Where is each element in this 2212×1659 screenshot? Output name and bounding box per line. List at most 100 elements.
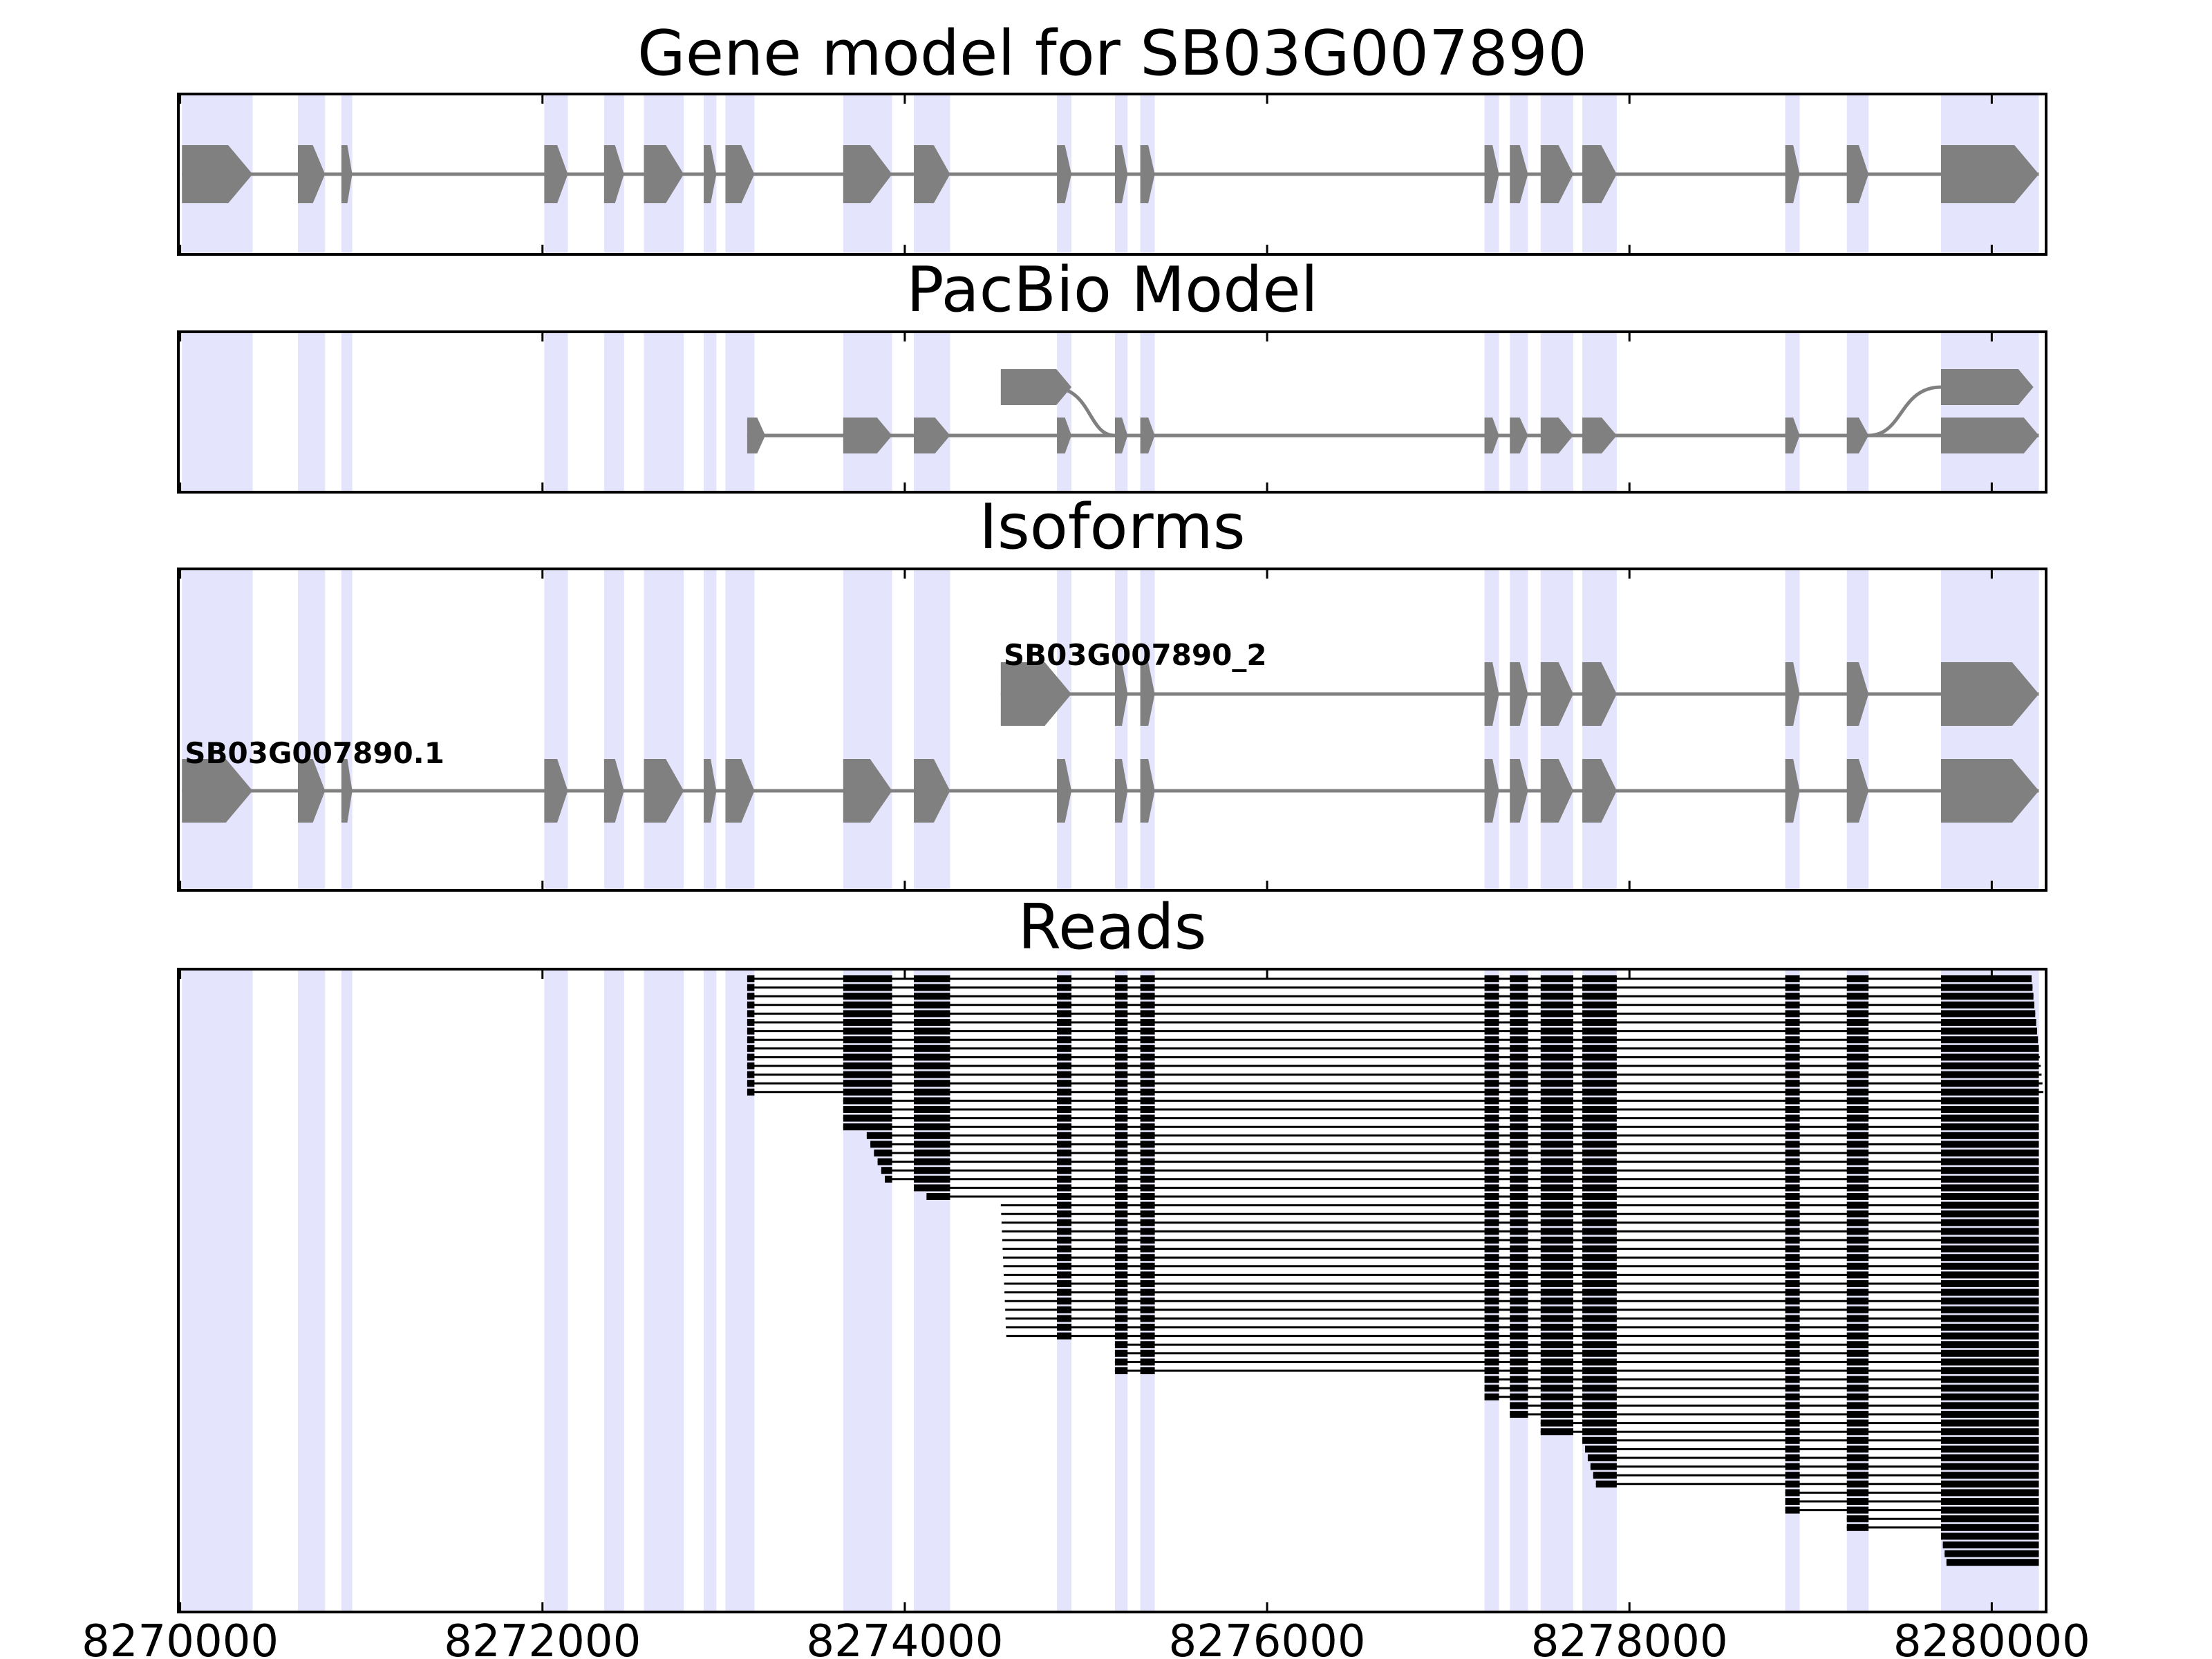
read-block	[1540, 1219, 1573, 1226]
read-block	[1785, 1376, 1800, 1383]
read-block	[1510, 1001, 1528, 1009]
model-1-exon-3	[341, 145, 353, 203]
read-block	[1057, 1132, 1072, 1139]
highlight-band-12	[1114, 332, 1128, 492]
read-block	[1510, 1402, 1528, 1409]
read-block	[1057, 1210, 1072, 1218]
read-block	[1846, 1114, 1869, 1122]
read-block	[1846, 1315, 1869, 1322]
read-block	[1846, 1027, 1869, 1035]
read-block	[1540, 1062, 1573, 1069]
highlight-band-2	[297, 969, 326, 1612]
read-block	[1540, 1080, 1573, 1087]
highlight-band-19	[1846, 569, 1869, 890]
panel-frame	[177, 93, 2047, 256]
read-block	[1785, 1341, 1800, 1349]
read-block	[1540, 1019, 1573, 1026]
read-block	[1785, 1480, 1800, 1488]
read	[1006, 1324, 2039, 1331]
highlight-band-17	[1582, 569, 1617, 890]
read-block	[1846, 1428, 1869, 1436]
highlight-band-13	[1140, 569, 1155, 890]
read-block	[1540, 1254, 1573, 1262]
read-block	[1140, 1367, 1155, 1374]
model-2-exon-14	[1484, 759, 1499, 823]
model-2-exon-2	[297, 759, 326, 823]
highlight-band-6	[644, 332, 684, 492]
read-block	[1540, 1376, 1573, 1383]
read-block	[1114, 1141, 1128, 1148]
read	[1595, 1480, 2039, 1488]
read-block	[1785, 1210, 1800, 1218]
highlight-band-14	[1484, 332, 1499, 492]
read-block	[1114, 1036, 1128, 1044]
read-block	[1140, 984, 1155, 991]
read	[1944, 1550, 2039, 1557]
read-block	[1785, 1262, 1800, 1270]
read-block	[1540, 984, 1573, 991]
read-block	[914, 1044, 950, 1052]
read-block	[1114, 1288, 1128, 1296]
read-block	[1057, 1027, 1072, 1035]
read-block	[1846, 1332, 1869, 1340]
model-1-exon-10	[1940, 662, 2039, 726]
x-tick-label: 8270000	[82, 1616, 279, 1659]
read-block	[1510, 1141, 1528, 1148]
read-block	[1846, 1463, 1869, 1470]
read-block	[843, 975, 892, 982]
read-block	[1510, 1010, 1528, 1018]
read-block	[1785, 1097, 1800, 1105]
read-block	[1510, 1376, 1528, 1383]
read-block	[1940, 1489, 2039, 1497]
read-block	[1582, 1349, 1617, 1357]
read-block	[747, 1010, 755, 1018]
model-2-exon-6	[644, 759, 684, 823]
read-block	[1140, 1315, 1155, 1322]
read-block	[1484, 1367, 1499, 1374]
read-block	[1846, 1436, 1869, 1444]
read-block	[1940, 1315, 2039, 1322]
read-block	[1114, 1201, 1128, 1209]
read	[747, 975, 2032, 982]
read-block	[1846, 1393, 1869, 1400]
read-block	[1582, 1080, 1617, 1087]
read-block	[1540, 1001, 1573, 1009]
read-block	[1540, 1193, 1573, 1200]
read-block	[1057, 1141, 1072, 1148]
highlight-band-2	[297, 569, 326, 890]
read-block	[1510, 1324, 1528, 1331]
read-block	[1484, 1332, 1499, 1340]
read	[843, 1106, 2039, 1113]
read-block	[1057, 1036, 1072, 1044]
model-2-exon-1	[747, 418, 766, 453]
read-block	[1114, 1088, 1128, 1096]
read-block	[1140, 1001, 1155, 1009]
read-block	[1587, 1454, 1617, 1461]
read-block	[1540, 1123, 1573, 1131]
model-1-exon-7	[1582, 662, 1617, 726]
read-block	[1057, 975, 1072, 982]
read-block	[1846, 1341, 1869, 1349]
read-block	[1114, 1271, 1128, 1279]
read-block	[1785, 1167, 1800, 1174]
read-block	[1846, 1219, 1869, 1226]
read-block	[1846, 1053, 1869, 1061]
read-block	[1582, 1036, 1617, 1044]
read-block	[1057, 1080, 1072, 1087]
read-block	[1846, 1019, 1869, 1026]
model-2-exon-8	[1510, 418, 1528, 453]
read	[1540, 1428, 2039, 1436]
read-block	[1057, 984, 1072, 991]
read-block	[1510, 1210, 1528, 1218]
read-block	[1484, 1280, 1499, 1287]
highlight-band-16	[1540, 332, 1573, 492]
read-block	[1785, 1436, 1800, 1444]
model-1-exon-9	[843, 145, 892, 203]
read-block	[1846, 1271, 1869, 1279]
highlight-band-4	[544, 332, 568, 492]
read-block	[1846, 1071, 1869, 1078]
read-block	[1940, 1132, 2039, 1139]
model-2-exon-19	[1846, 759, 1869, 823]
read-block	[1140, 1010, 1155, 1018]
